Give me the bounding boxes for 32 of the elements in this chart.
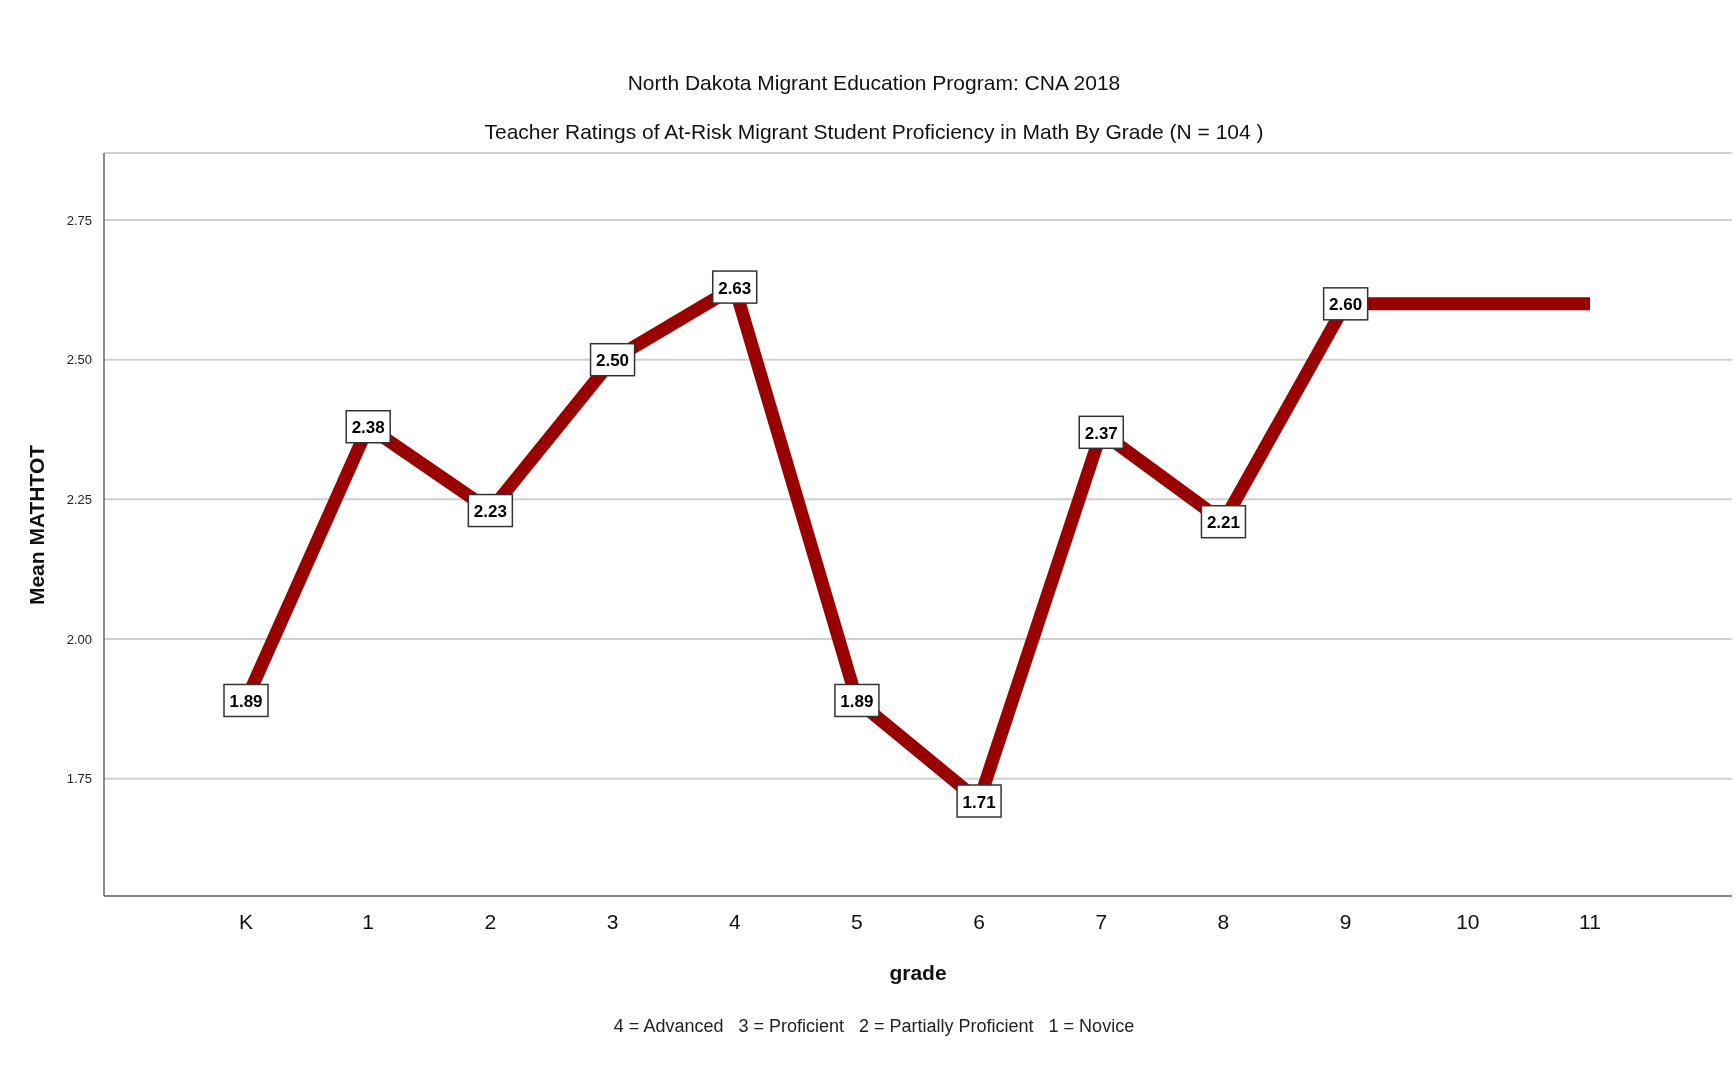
x-axis-title: grade [888,961,948,985]
y-tick-label: 2.00 [66,631,92,647]
y-tick-label: 2.25 [66,491,92,507]
data-label: 2.38 [351,418,385,438]
text: 4 = Advanced 3 = Proficient 2 = Partially Proficient 1 = Novice [612,1016,1136,1037]
x-tick-label: K [238,909,254,933]
data-label: 2.23 [473,502,507,522]
data-label: 2.63 [718,278,752,298]
data-label: 2.60 [1329,295,1363,315]
x-tick-label: 1 [362,909,375,933]
x-tick-label: 7 [1095,909,1108,933]
x-tick-label: 9 [1339,909,1352,933]
y-tick-label: 1.75 [66,771,92,787]
x-tick-label: 10 [1456,909,1480,933]
data-label: 1.89 [229,691,263,711]
data-label: 1.71 [962,792,996,812]
x-tick-label: 6 [973,909,985,933]
y-tick-label: 2.75 [66,212,92,228]
x-tick-label: 2 [484,909,497,933]
x-tick-label: 4 [728,909,741,933]
x-tick-label: 5 [851,909,863,933]
y-axis-title: Mean MATHTOT [25,444,49,606]
data-label: 2.37 [1084,423,1118,443]
chart-subtitle: Teacher Ratings of At-Risk Migrant Student Proficiency in Math By Grade (N = 104 ) [483,120,1265,144]
chart-title: North Dakota Migrant Education Program: CNA 2018 [626,71,1122,95]
y-tick-label: 2.50 [66,352,92,368]
x-tick-label: 11 [1579,909,1601,933]
data-label: 2.50 [596,351,630,371]
data-label: 1.89 [840,691,874,711]
x-tick-label: 3 [606,909,619,933]
data-label: 2.21 [1206,513,1240,533]
x-tick-label: 8 [1217,909,1230,933]
